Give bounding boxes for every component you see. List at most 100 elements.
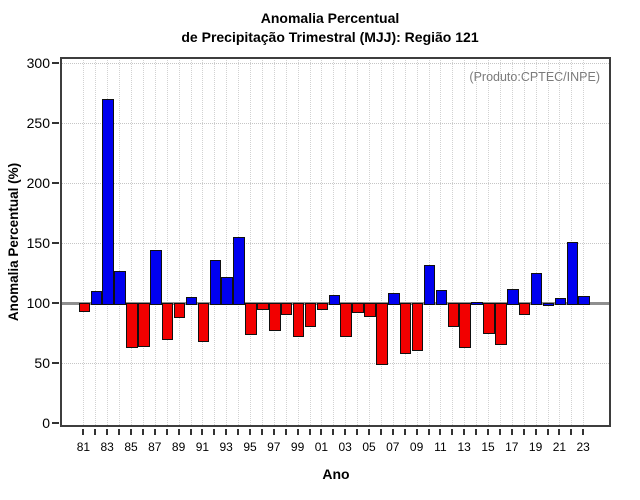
x-tick-label-91: 91 <box>195 440 210 454</box>
x-tick-82 <box>94 429 97 435</box>
bar-12 <box>447 303 460 327</box>
chart-title-line1: Anomalia Percentual <box>260 10 400 26</box>
bar-16 <box>495 303 507 345</box>
x-tick-81 <box>82 429 85 435</box>
v-gridline-13 <box>464 57 466 427</box>
v-gridline-11 <box>440 57 442 427</box>
bar-00 <box>304 303 317 327</box>
x-tick-label-87: 87 <box>148 440 162 454</box>
x-tick-13 <box>463 429 466 435</box>
v-gridline-89 <box>178 57 180 427</box>
x-tick-label-23: 23 <box>576 440 590 454</box>
bar-89 <box>173 303 186 319</box>
x-tick-99 <box>296 429 299 435</box>
x-tick-label-15: 15 <box>481 440 495 454</box>
x-tick-label-05: 05 <box>362 440 376 454</box>
v-gridline-19 <box>535 57 537 427</box>
bar-02 <box>328 294 341 305</box>
y-tick-150 <box>52 242 59 244</box>
y-tick-label-50: 50 <box>34 355 50 371</box>
y-tick-label-300: 300 <box>26 55 50 71</box>
x-tick-08 <box>403 429 406 435</box>
bar-03 <box>340 303 352 338</box>
bar-04 <box>352 303 364 314</box>
x-tick-97 <box>272 429 275 435</box>
v-gridline-15 <box>488 57 489 427</box>
y-tick-50 <box>52 362 59 364</box>
x-tick-label-95: 95 <box>243 440 257 454</box>
x-tick-98 <box>284 429 287 435</box>
x-tick-23 <box>582 429 585 435</box>
x-tick-95 <box>249 429 251 435</box>
x-tick-92 <box>213 429 216 435</box>
x-tick-89 <box>177 429 180 435</box>
x-tick-17 <box>510 429 513 435</box>
bar-92 <box>209 259 222 305</box>
bar-97 <box>269 303 281 332</box>
v-gridline-87 <box>154 57 156 427</box>
bar-11 <box>435 289 448 305</box>
x-tick-label-99: 99 <box>290 440 305 454</box>
x-tick-93 <box>225 429 228 435</box>
y-tick-label-200: 200 <box>26 175 50 191</box>
h-gridline-300 <box>60 63 611 64</box>
h-gridline-200 <box>60 183 611 184</box>
x-tick-20 <box>546 429 549 435</box>
v-gridline-12 <box>452 57 454 427</box>
chart-title-line2: de Precipitação Trimestral (MJJ): Região… <box>181 29 479 45</box>
x-tick-88 <box>165 429 168 435</box>
x-tick-90 <box>189 429 192 435</box>
x-tick-label-81: 81 <box>76 440 91 454</box>
x-tick-label-13: 13 <box>457 440 471 454</box>
x-tick-96 <box>260 429 263 435</box>
x-tick-14 <box>475 429 478 435</box>
x-tick-87 <box>153 429 156 435</box>
y-tick-label-0: 0 <box>42 415 50 431</box>
v-gridline-14 <box>476 57 478 427</box>
bar-05 <box>364 303 376 317</box>
v-gridline-92 <box>214 57 216 427</box>
v-gridline-88 <box>166 57 168 427</box>
h-gridline-250 <box>60 123 611 124</box>
x-tick-00 <box>308 429 311 435</box>
v-gridline-00 <box>309 57 311 427</box>
v-gridline-05 <box>369 57 370 427</box>
x-tick-22 <box>570 429 573 435</box>
bar-96 <box>257 303 269 310</box>
bar-22 <box>566 241 579 305</box>
v-gridline-86 <box>142 57 144 427</box>
v-gridline-81 <box>83 57 85 427</box>
v-gridline-10 <box>428 57 430 427</box>
bar-91 <box>197 303 210 343</box>
v-gridline-04 <box>357 57 359 427</box>
v-gridline-08 <box>404 57 406 427</box>
bar-01 <box>316 303 329 310</box>
plot-area <box>60 57 611 427</box>
x-tick-83 <box>106 429 109 435</box>
x-tick-86 <box>141 429 144 435</box>
v-gridline-16 <box>499 57 501 427</box>
bar-10 <box>423 264 436 305</box>
bar-23 <box>578 295 590 305</box>
x-tick-label-97: 97 <box>267 440 281 454</box>
v-gridline-09 <box>416 57 418 427</box>
x-tick-01 <box>320 429 323 435</box>
y-tick-300 <box>52 62 59 64</box>
x-tick-label-21: 21 <box>552 440 567 454</box>
v-gridline-93 <box>226 57 228 427</box>
bar-08 <box>399 303 412 355</box>
bar-90 <box>185 297 198 305</box>
x-tick-19 <box>534 429 537 435</box>
bar-94 <box>233 237 245 305</box>
y-tick-200 <box>52 182 59 184</box>
bar-07 <box>388 293 400 305</box>
h-gridline-50 <box>60 363 611 364</box>
bar-95 <box>245 303 257 335</box>
v-gridline-17 <box>511 57 513 427</box>
x-tick-85 <box>130 429 132 435</box>
v-gridline-85 <box>131 57 132 427</box>
x-tick-02 <box>332 429 335 435</box>
y-tick-label-250: 250 <box>26 115 50 131</box>
bar-06 <box>376 303 388 365</box>
